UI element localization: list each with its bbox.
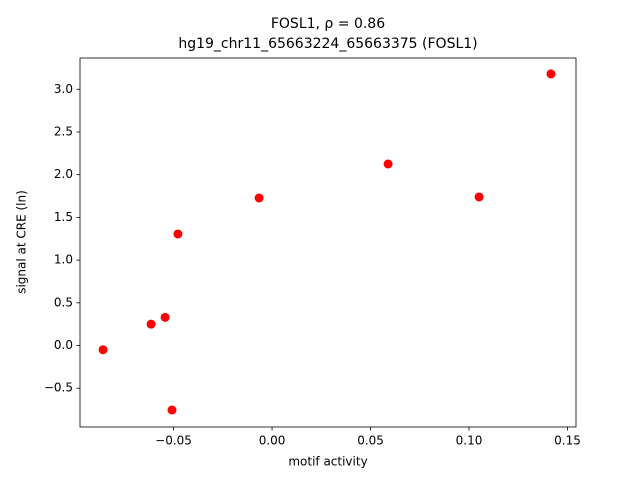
x-axis-label: motif activity [288,455,367,469]
x-tick-label: 0.15 [554,434,581,448]
x-tick-label: −0.05 [155,434,192,448]
point [474,192,484,202]
point [160,312,170,322]
y-tick-label: 2.5 [54,124,73,138]
x-tick-label: 0.05 [357,434,384,448]
point [546,69,556,79]
y-tick-label: 3.0 [54,82,73,96]
y-tick-label: 0.0 [54,338,73,352]
chart-title: FOSL1, ρ = 0.86 [271,16,385,32]
chart-subtitle: hg19_chr11_65663224_65663375 (FOSL1) [178,36,477,52]
point [98,345,108,355]
y-tick-label: −0.5 [44,381,73,395]
point [383,159,393,169]
point [254,193,264,203]
y-tick-label: 0.5 [54,295,73,309]
point [173,229,183,239]
point [167,405,177,415]
y-tick-label: 1.5 [54,210,73,224]
y-axis-label: signal at CRE (ln) [15,190,29,294]
y-tick-label: 1.0 [54,253,73,267]
point [146,319,156,329]
axes-frame [79,57,577,428]
x-tick-label: 0.00 [259,434,286,448]
x-tick-label: 0.10 [456,434,483,448]
y-tick-label: 2.0 [54,167,73,181]
